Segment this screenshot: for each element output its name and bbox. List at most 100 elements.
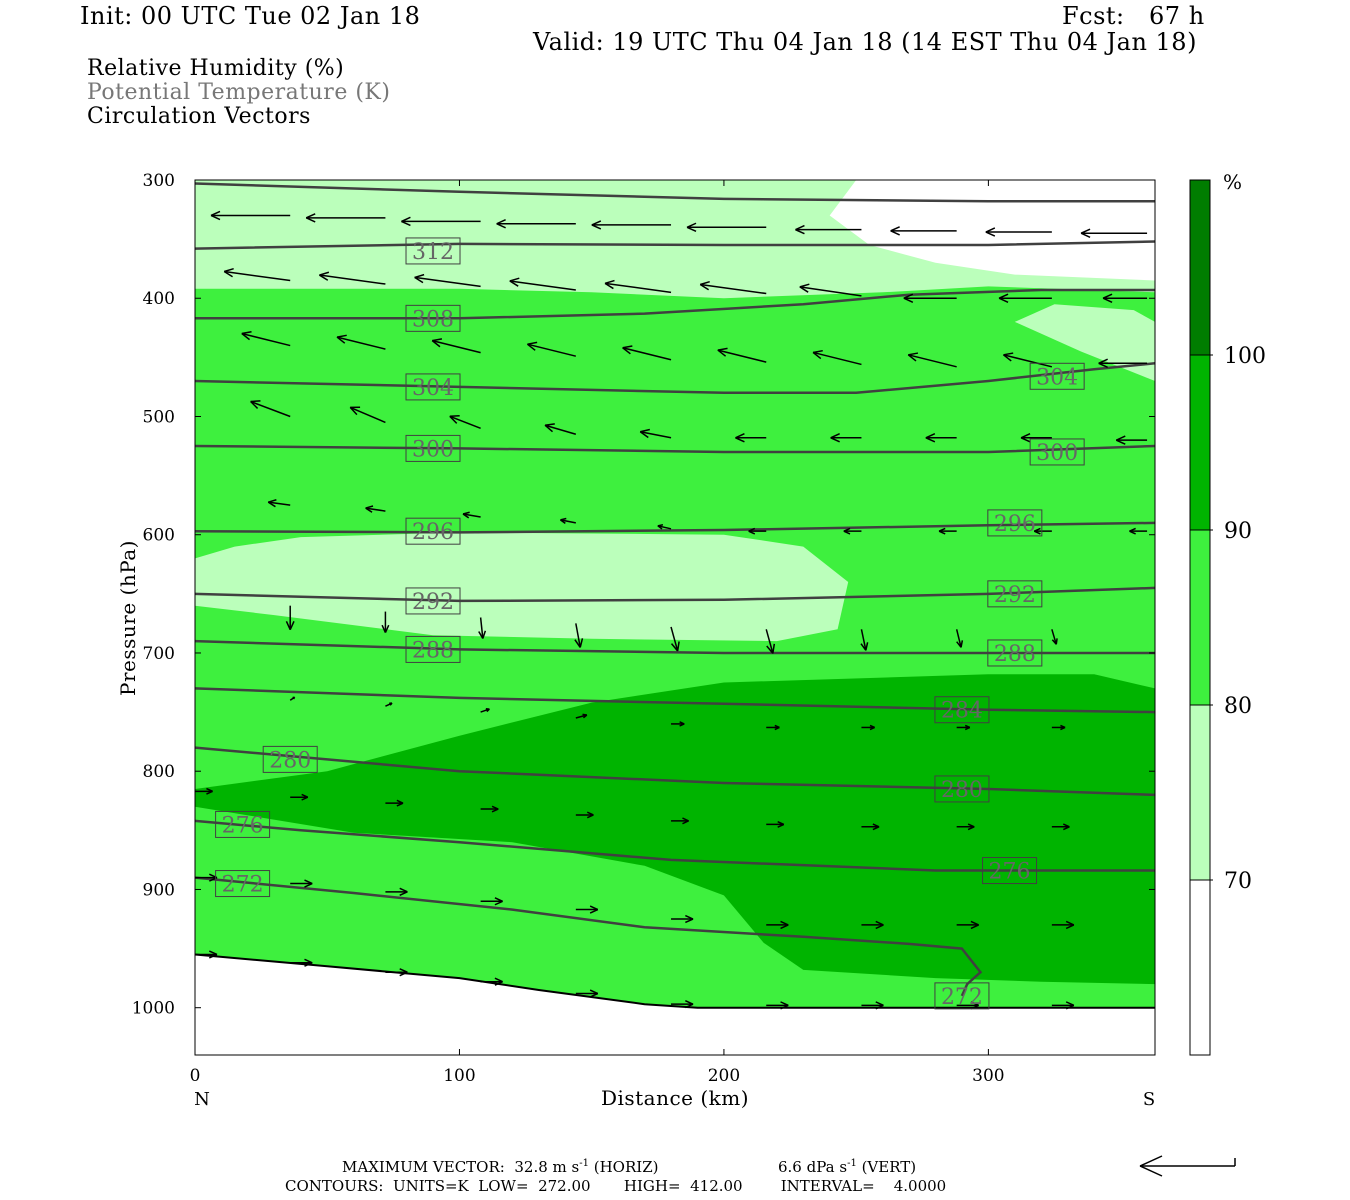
vector-head [589, 989, 599, 995]
theta-label-box [1029, 438, 1085, 466]
vector-head [319, 271, 330, 276]
vector-shaft [622, 347, 672, 361]
vector-head [462, 513, 470, 519]
circulation-vector [657, 524, 672, 530]
vector-head [301, 796, 309, 801]
circulation-vector [861, 1001, 884, 1010]
vector-head [208, 950, 218, 956]
circulation-vector [1051, 823, 1070, 831]
vector-head [1129, 527, 1136, 532]
vector-head [250, 400, 259, 409]
theta-label-box [215, 810, 271, 838]
vector-head [589, 992, 599, 998]
vector-head [494, 897, 503, 902]
legend-rh: Relative Humidity (%) [87, 56, 345, 81]
theta-label-text: 284 [941, 699, 983, 724]
vector-head [956, 641, 962, 648]
vector-head [903, 293, 914, 299]
vector-head [938, 527, 946, 532]
theta-label: 296 [405, 517, 461, 545]
circulation-vector [861, 920, 884, 930]
theta-contours [195, 182, 1155, 997]
circulation-vector [671, 817, 689, 825]
vector-head [1080, 232, 1091, 238]
vector-head [586, 814, 594, 819]
vector-head [772, 643, 776, 654]
vector-head [925, 437, 936, 443]
circulation-vector [1051, 920, 1075, 930]
vector-head [774, 724, 780, 729]
vector-head [304, 958, 313, 964]
circulation-vector [449, 415, 481, 430]
vector-shaft [544, 424, 577, 435]
circulation-vector [1129, 527, 1148, 535]
vector-head [544, 424, 554, 433]
vector-shaft [319, 274, 386, 285]
vector-shaft [575, 623, 581, 648]
theta-label: 300 [405, 434, 461, 462]
circulation-vector [575, 905, 599, 914]
circulation-vector [956, 1001, 979, 1010]
circulation-vector [401, 216, 481, 227]
vector-head [1065, 924, 1075, 930]
vector-head [431, 340, 441, 348]
vector-head [735, 437, 745, 443]
vector-shaft [908, 354, 957, 368]
circulation-vector [290, 879, 313, 888]
vector-head [494, 900, 503, 906]
colorbar-unit: % [1223, 170, 1242, 194]
valid-time: Valid: 19 UTC Thu 04 Jan 18 (14 EST Thu … [533, 28, 1197, 56]
y-tick-label: 600 [143, 526, 175, 546]
circulation-vector [509, 277, 576, 291]
vector-head [1033, 530, 1041, 535]
vector-head [559, 519, 566, 524]
circulation-vector [766, 920, 789, 930]
vector-head [285, 620, 291, 630]
theta-label-box [987, 580, 1043, 608]
vector-head [604, 279, 615, 285]
vector-head [682, 817, 689, 822]
vector-head [396, 799, 404, 804]
theta-label: 272 [215, 870, 271, 898]
theta-label: 312 [405, 237, 461, 265]
vector-head [780, 920, 789, 926]
circulation-vector [956, 724, 971, 731]
vector-head [685, 918, 694, 924]
theta-label-text: 288 [412, 638, 454, 663]
theta-label-text: 276 [989, 860, 1031, 885]
vector-head [449, 415, 458, 424]
vector-shaft [575, 714, 588, 719]
vector-head [1129, 530, 1136, 535]
vector-head [622, 347, 631, 355]
theta-label: 296 [987, 509, 1043, 537]
vector-head [685, 1003, 694, 1009]
theta-label-box [1029, 362, 1085, 390]
theta-label: 288 [405, 635, 461, 663]
circulation-vector [478, 617, 487, 639]
colorbar-frame [1189, 179, 1211, 1056]
theta-label: 276 [982, 857, 1038, 885]
theta-contour-292 [195, 586, 1155, 603]
theta-label-text: 272 [222, 873, 264, 898]
vector-head [639, 431, 649, 439]
circulation-vector [799, 283, 862, 297]
circulation-vector [686, 222, 767, 233]
x-tick-label: 100 [443, 1066, 475, 1086]
circulation-vector [575, 713, 588, 719]
circulation-vector [1051, 1001, 1075, 1010]
circulation-vector [365, 505, 386, 513]
theta-label-text: 304 [1036, 365, 1078, 390]
vector-shaft [640, 431, 672, 439]
vector-head [970, 1004, 979, 1010]
vector-head [699, 283, 710, 291]
vector-head [685, 1000, 694, 1005]
circulation-vector [925, 433, 957, 443]
vector-head [679, 721, 685, 725]
vector-shaft [527, 343, 577, 357]
legend-vectors: Circulation Vectors [87, 104, 311, 129]
circulation-vector [431, 338, 481, 354]
circulation-vector [622, 345, 672, 361]
circulation-vector [956, 920, 979, 930]
contours-info: CONTOURS: UNITS=K LOW= 272.00 HIGH= 412.… [285, 1177, 947, 1195]
circulation-vector [748, 527, 767, 535]
